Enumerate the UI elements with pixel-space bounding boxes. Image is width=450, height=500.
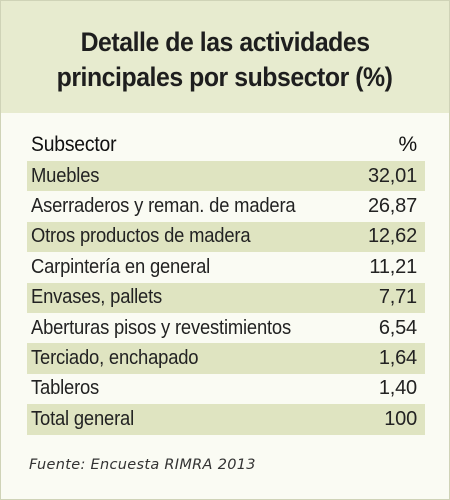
row-name: Carpintería en general bbox=[31, 255, 211, 278]
table-row: Terciado, enchapado 1,64 bbox=[27, 343, 425, 374]
row-value: 32,01 bbox=[367, 164, 417, 187]
subsector-table: Subsector % Muebles 32,01 Aserraderos y … bbox=[27, 129, 425, 435]
row-value: 26,87 bbox=[367, 195, 417, 218]
title-line-2: principales por subsector (%) bbox=[57, 62, 393, 92]
title-block: Detalle de las actividades principales p… bbox=[1, 1, 449, 113]
row-name: Muebles bbox=[31, 164, 100, 187]
row-value: 1,64 bbox=[378, 347, 417, 370]
row-value: 6,54 bbox=[378, 316, 417, 339]
table-row: Tableros 1,40 bbox=[27, 374, 425, 404]
row-name: Total general bbox=[31, 407, 134, 430]
header-subsector: Subsector bbox=[31, 133, 117, 156]
row-value: 12,62 bbox=[367, 225, 417, 248]
row-value: 100 bbox=[384, 407, 417, 430]
row-name: Envases, pallets bbox=[31, 286, 163, 309]
table-row: Envases, pallets 7,71 bbox=[27, 282, 425, 313]
row-name: Aberturas pisos y revestimientos bbox=[31, 316, 292, 339]
table-row: Aberturas pisos y revestimientos 6,54 bbox=[27, 313, 425, 343]
table-row: Muebles 32,01 bbox=[27, 161, 425, 192]
table-row: Aserraderos y reman. de madera 26,87 bbox=[27, 191, 425, 221]
row-value: 7,71 bbox=[378, 286, 417, 309]
row-name: Aserraderos y reman. de madera bbox=[31, 195, 296, 218]
title-line-1: Detalle de las actividades bbox=[80, 27, 370, 57]
table-row: Carpintería en general 11,21 bbox=[27, 252, 425, 282]
row-name: Terciado, enchapado bbox=[31, 347, 199, 370]
row-name: Tableros bbox=[31, 377, 100, 400]
source-note: Fuente: Encuesta RIMRA 2013 bbox=[29, 457, 256, 473]
row-value: 11,21 bbox=[369, 255, 417, 278]
header-percent: % bbox=[398, 133, 418, 156]
table-header-row: Subsector % bbox=[27, 129, 425, 161]
row-name: Otros productos de madera bbox=[31, 225, 251, 248]
table-row: Otros productos de madera 12,62 bbox=[27, 221, 425, 253]
row-value: 1,40 bbox=[378, 377, 417, 400]
table-total-row: Total general 100 bbox=[27, 404, 425, 435]
